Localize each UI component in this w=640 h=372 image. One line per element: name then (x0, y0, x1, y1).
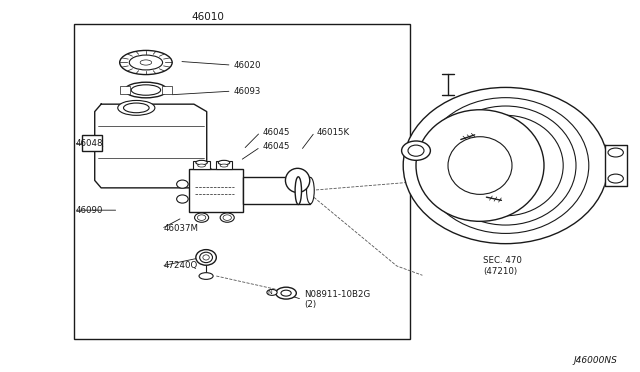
Text: 46015K: 46015K (317, 128, 350, 137)
Text: SEC. 470
(47210): SEC. 470 (47210) (483, 256, 522, 276)
Text: 46045: 46045 (262, 142, 290, 151)
Text: 46048: 46048 (76, 139, 103, 148)
Circle shape (276, 287, 296, 299)
Circle shape (267, 289, 277, 295)
Text: J46000NS: J46000NS (573, 356, 618, 365)
Ellipse shape (124, 103, 149, 113)
FancyBboxPatch shape (189, 169, 243, 212)
Bar (193, 161, 210, 169)
Text: N08911-10B2G
(2): N08911-10B2G (2) (304, 290, 371, 309)
Text: N: N (268, 290, 273, 295)
Circle shape (281, 290, 291, 296)
Ellipse shape (197, 215, 206, 220)
Bar (216, 161, 232, 169)
Ellipse shape (177, 180, 188, 188)
Ellipse shape (402, 141, 431, 160)
Circle shape (608, 174, 623, 183)
Ellipse shape (199, 273, 213, 279)
FancyBboxPatch shape (82, 135, 102, 151)
Ellipse shape (118, 100, 155, 115)
Text: 46020: 46020 (234, 61, 261, 70)
Ellipse shape (125, 82, 167, 98)
Text: 46037M: 46037M (163, 224, 198, 233)
Ellipse shape (416, 110, 544, 221)
Text: 46090: 46090 (76, 206, 103, 215)
Ellipse shape (200, 252, 212, 263)
Text: 46045: 46045 (262, 128, 290, 137)
Bar (162, 86, 172, 94)
Ellipse shape (120, 51, 172, 74)
Circle shape (608, 148, 623, 157)
Bar (120, 86, 130, 94)
Ellipse shape (307, 177, 314, 204)
Ellipse shape (177, 195, 188, 203)
Polygon shape (95, 104, 207, 188)
Ellipse shape (218, 160, 230, 165)
Polygon shape (605, 145, 627, 186)
Ellipse shape (129, 55, 163, 70)
Text: 47240Q: 47240Q (163, 262, 198, 270)
Ellipse shape (408, 145, 424, 156)
Ellipse shape (285, 168, 310, 193)
Ellipse shape (131, 85, 161, 95)
Ellipse shape (448, 137, 512, 194)
Text: 46010: 46010 (191, 12, 225, 22)
Ellipse shape (223, 215, 232, 220)
Bar (74, 24, 410, 339)
Text: 46093: 46093 (234, 87, 261, 96)
Ellipse shape (196, 160, 207, 165)
Ellipse shape (140, 60, 152, 65)
Ellipse shape (220, 164, 228, 167)
Ellipse shape (203, 255, 209, 260)
Ellipse shape (195, 213, 209, 222)
Ellipse shape (198, 164, 205, 167)
Ellipse shape (403, 87, 608, 244)
Ellipse shape (295, 177, 301, 205)
Bar (243, 177, 310, 204)
Ellipse shape (196, 250, 216, 265)
Ellipse shape (220, 213, 234, 222)
